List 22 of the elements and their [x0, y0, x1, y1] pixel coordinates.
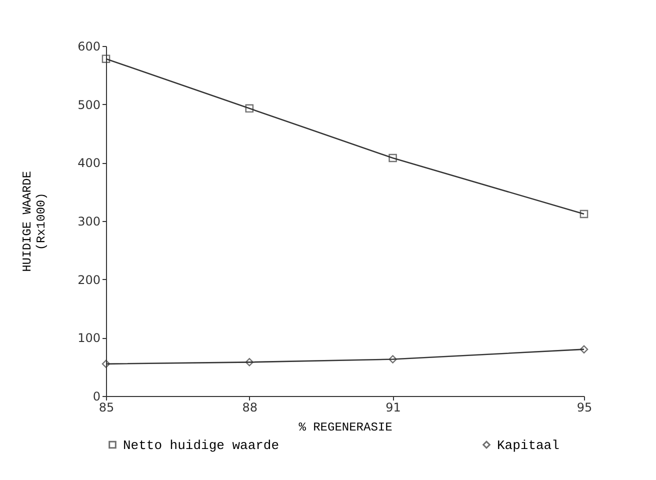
y-tick-label: 400 [78, 156, 100, 170]
x-axis-title: % REGENERASIE [298, 420, 392, 434]
point [245, 358, 254, 366]
point [580, 345, 588, 354]
y-tick-label: 0 [92, 390, 100, 404]
point [388, 154, 397, 162]
y-tick-label: 500 [78, 98, 100, 112]
point [388, 355, 397, 364]
point [102, 54, 110, 63]
y-axis-title: HUIDIGE WAARDE (Rx1000) [20, 171, 49, 272]
x-tick-label: 95 [576, 400, 592, 414]
x-tick-label: 91 [386, 400, 401, 414]
point [580, 210, 588, 218]
x-tick-label: 88 [242, 400, 258, 414]
y-tick-label: 300 [78, 214, 100, 228]
y-tick-label: 200 [78, 272, 100, 287]
legend-label: Netto huidige waarde [123, 438, 280, 453]
legend-label: Kapitaal [497, 438, 560, 453]
y-tick-label: 600 [78, 40, 100, 54]
point [245, 104, 254, 113]
x-tick-label: 85 [98, 400, 114, 414]
y-tick-label: 100 [78, 331, 100, 346]
